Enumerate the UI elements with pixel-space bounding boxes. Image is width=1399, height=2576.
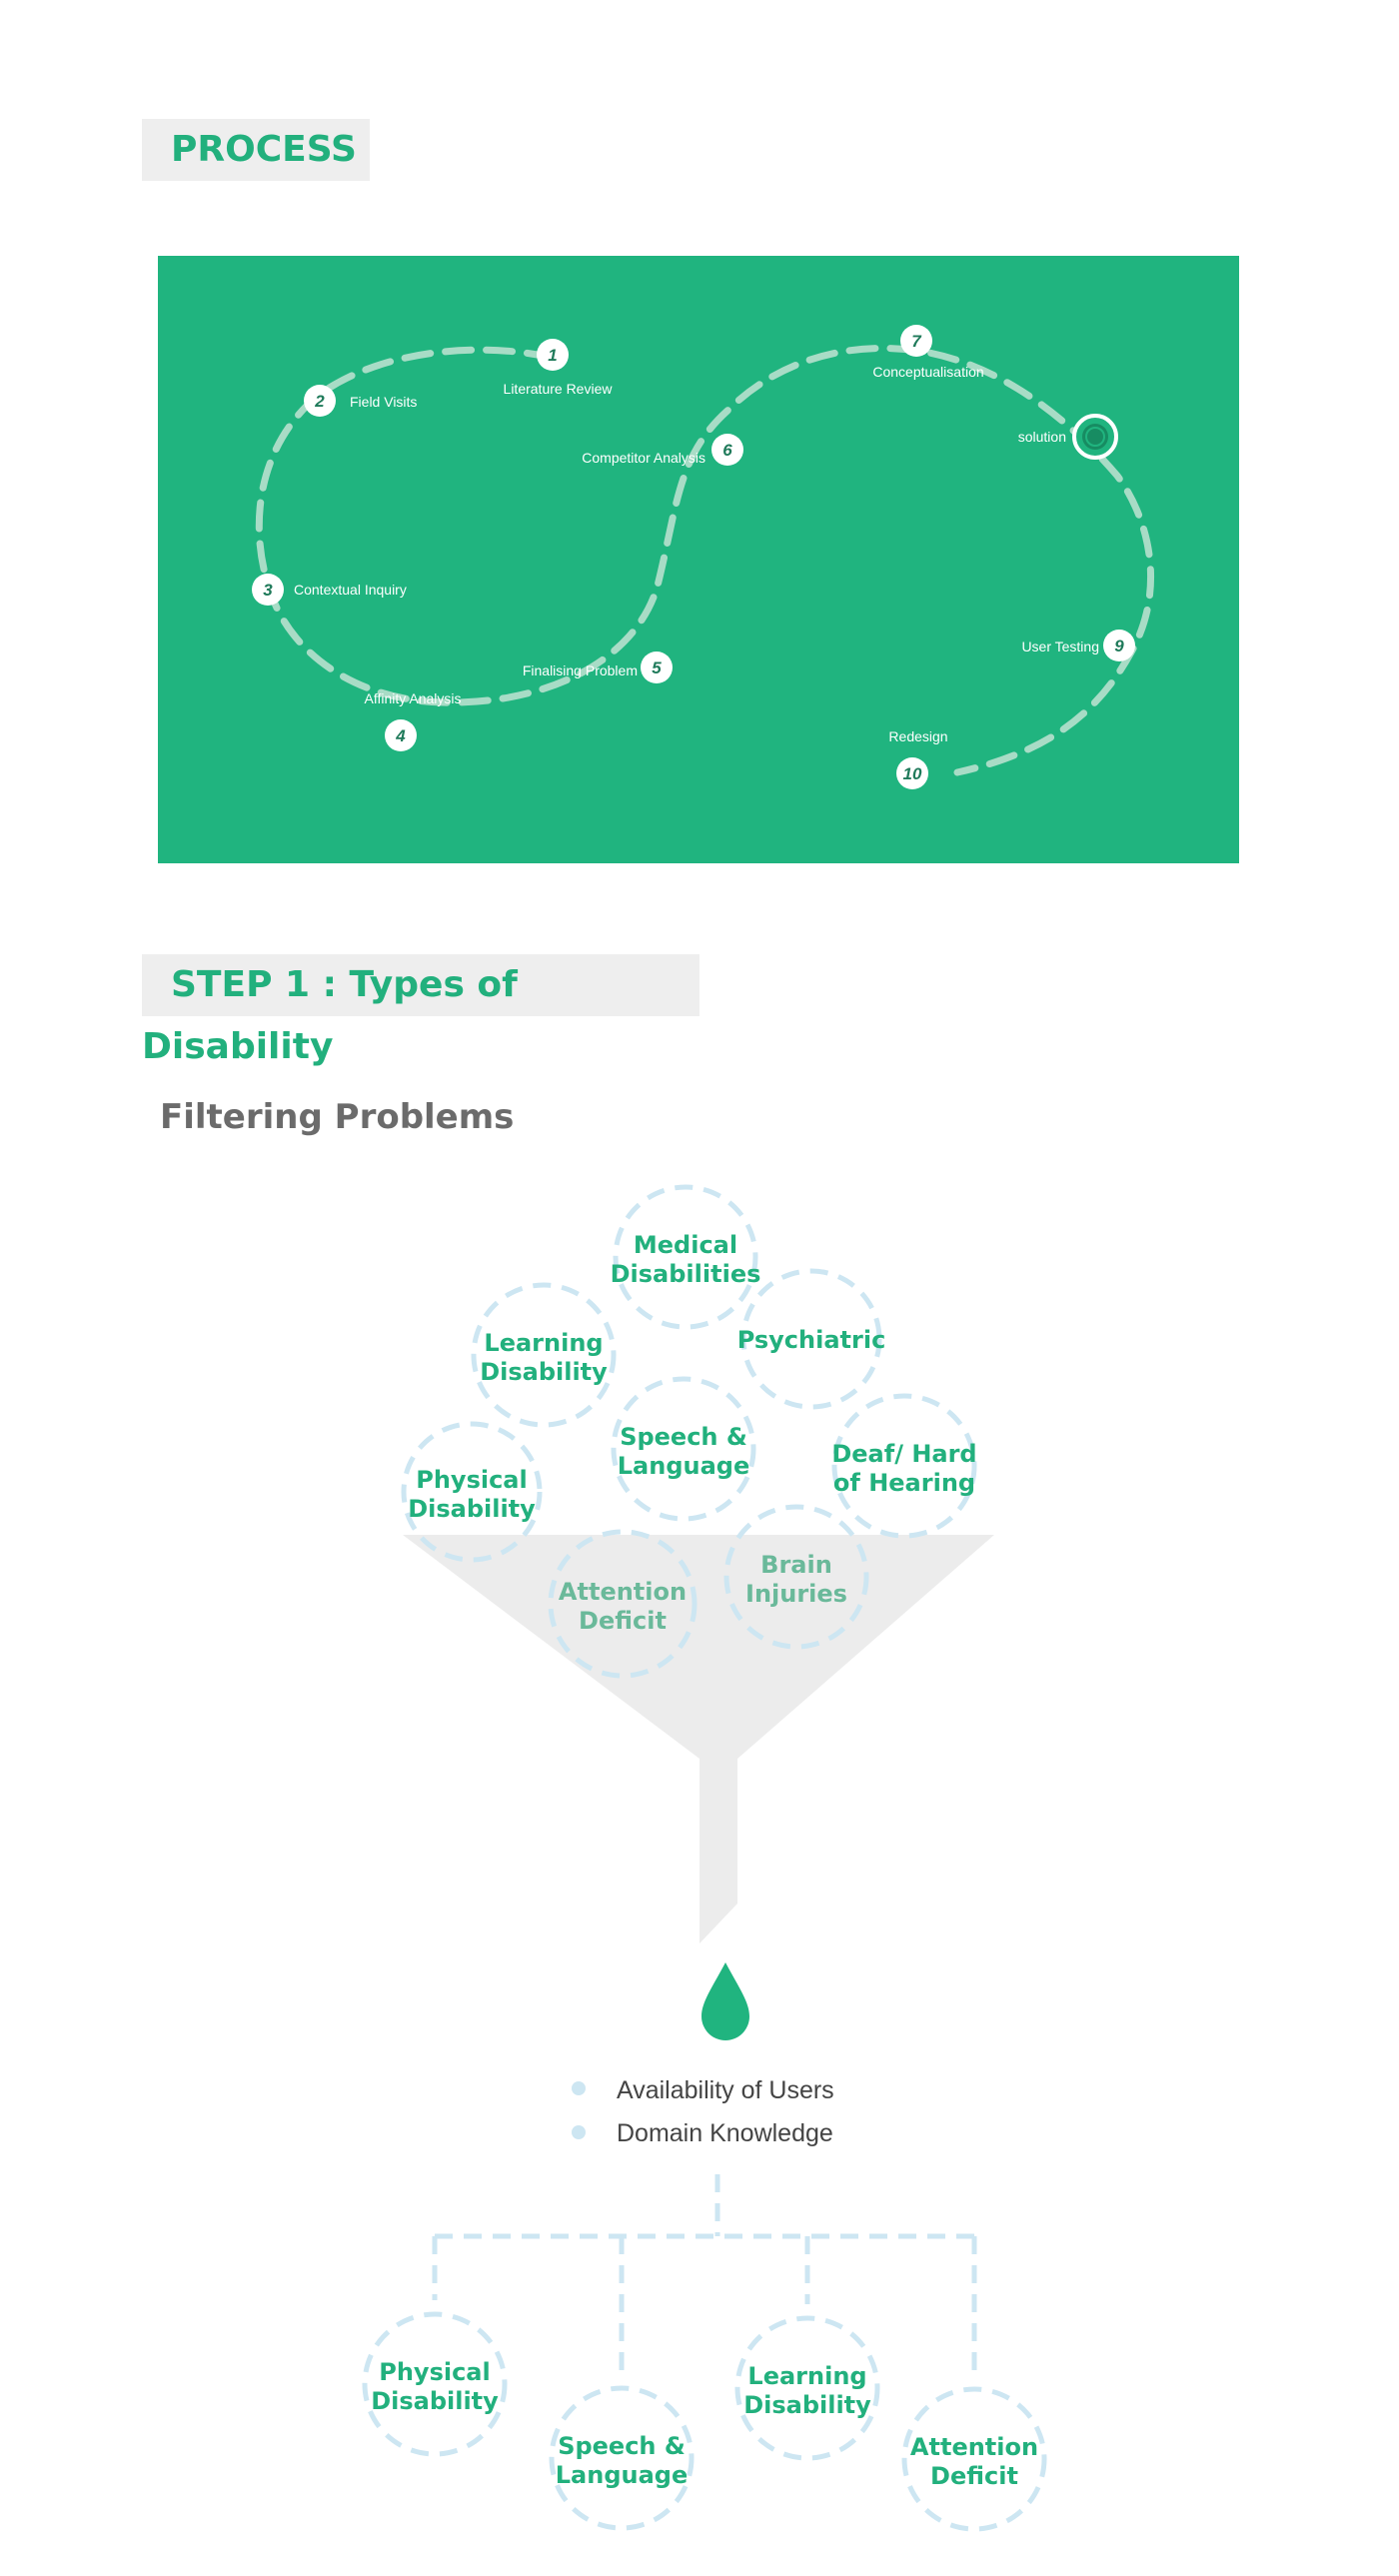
step-label: Redesign	[888, 728, 947, 744]
tree-connectors	[432, 2174, 977, 2376]
bubble-label: Physical	[416, 1466, 527, 1494]
bubble-label: Disability	[480, 1358, 608, 1386]
bubble-label: Attention	[559, 1578, 687, 1606]
step-label: Finalising Problem	[523, 662, 638, 678]
step-number: 5	[652, 658, 662, 677]
bullet-icon	[572, 2125, 586, 2139]
criteria-item: Availability of Users	[617, 2076, 834, 2104]
disability-bubble: Psychiatric	[737, 1268, 886, 1410]
bubble-label: Brain	[760, 1551, 832, 1579]
step-label: Field Visits	[350, 394, 417, 410]
step-node	[896, 757, 928, 789]
bubble-label: Deficit	[930, 2462, 1018, 2490]
step-number: 10	[903, 764, 922, 783]
step-number: 9	[1114, 637, 1124, 655]
bullet-icon	[572, 2081, 586, 2095]
bubble-label: Disability	[371, 2387, 499, 2415]
bubble-label: Language	[556, 2461, 689, 2489]
step-node	[900, 325, 932, 357]
bubble-label: Deaf/ Hard	[831, 1440, 976, 1468]
disability-bubble: Speech &Language	[611, 1376, 756, 1522]
bubble-label: Attention	[910, 2433, 1038, 2461]
step-number: 2	[314, 392, 325, 411]
bubble-label: Deficit	[579, 1607, 667, 1635]
step-label: Affinity Analysis	[364, 690, 461, 706]
bubble-label: Speech &	[620, 1423, 747, 1451]
bubble-label: of Hearing	[833, 1469, 975, 1497]
bubble-label: Speech &	[558, 2432, 686, 2460]
step-number: 3	[263, 581, 273, 600]
bubble-label: Learning	[747, 2362, 866, 2390]
step-number: 7	[911, 332, 922, 351]
process-diagram: 1 Literature Review 2 Field Visits 3 Contextu…	[252, 325, 1154, 789]
funnel	[403, 1535, 994, 1943]
step1-heading: STEP 1 : Types of Disability	[142, 954, 700, 1067]
step-node	[711, 434, 743, 466]
step-number: 1	[548, 346, 557, 365]
solution-label: solution	[1018, 429, 1066, 445]
disability-bubble: Speech &Language	[549, 2385, 695, 2531]
step-number: 4	[395, 726, 406, 745]
step-label: Contextual Inquiry	[294, 582, 407, 598]
filtering-problems-title: Filtering Problems	[160, 1097, 515, 1137]
criteria-list: Availability of Users Domain Knowledge	[572, 2076, 834, 2147]
process-panel: 1 Literature Review 2 Field Visits 3 Contextu…	[158, 256, 1239, 863]
step-node	[304, 385, 336, 417]
step-node	[537, 339, 569, 371]
bubble-label: Psychiatric	[737, 1326, 886, 1354]
step-number: 6	[722, 441, 732, 460]
bubble-label: Physical	[379, 2358, 490, 2386]
criteria-item: Domain Knowledge	[617, 2119, 833, 2147]
process-heading: PROCESS	[142, 119, 370, 181]
step-label: User Testing	[1021, 639, 1099, 654]
step-node	[252, 574, 284, 606]
bubble-label: Learning	[484, 1329, 603, 1357]
bubble-label: Language	[618, 1452, 750, 1480]
bubble-label: Injuries	[745, 1580, 847, 1608]
solution-emblem	[1072, 414, 1118, 460]
bubble-label: Medical	[634, 1231, 737, 1259]
step-label: Competitor Analysis	[582, 450, 705, 466]
bubble-label: Disability	[408, 1495, 536, 1523]
bubble-label: Disability	[743, 2391, 871, 2419]
step-node	[1103, 630, 1135, 661]
step-label: Literature Review	[504, 381, 614, 397]
step-node	[641, 651, 673, 683]
drop-icon	[701, 1962, 749, 2040]
step-node	[385, 719, 417, 751]
process-path	[255, 345, 1154, 776]
step-label: Conceptualisation	[872, 364, 983, 380]
bubble-label: Disabilities	[611, 1260, 761, 1288]
